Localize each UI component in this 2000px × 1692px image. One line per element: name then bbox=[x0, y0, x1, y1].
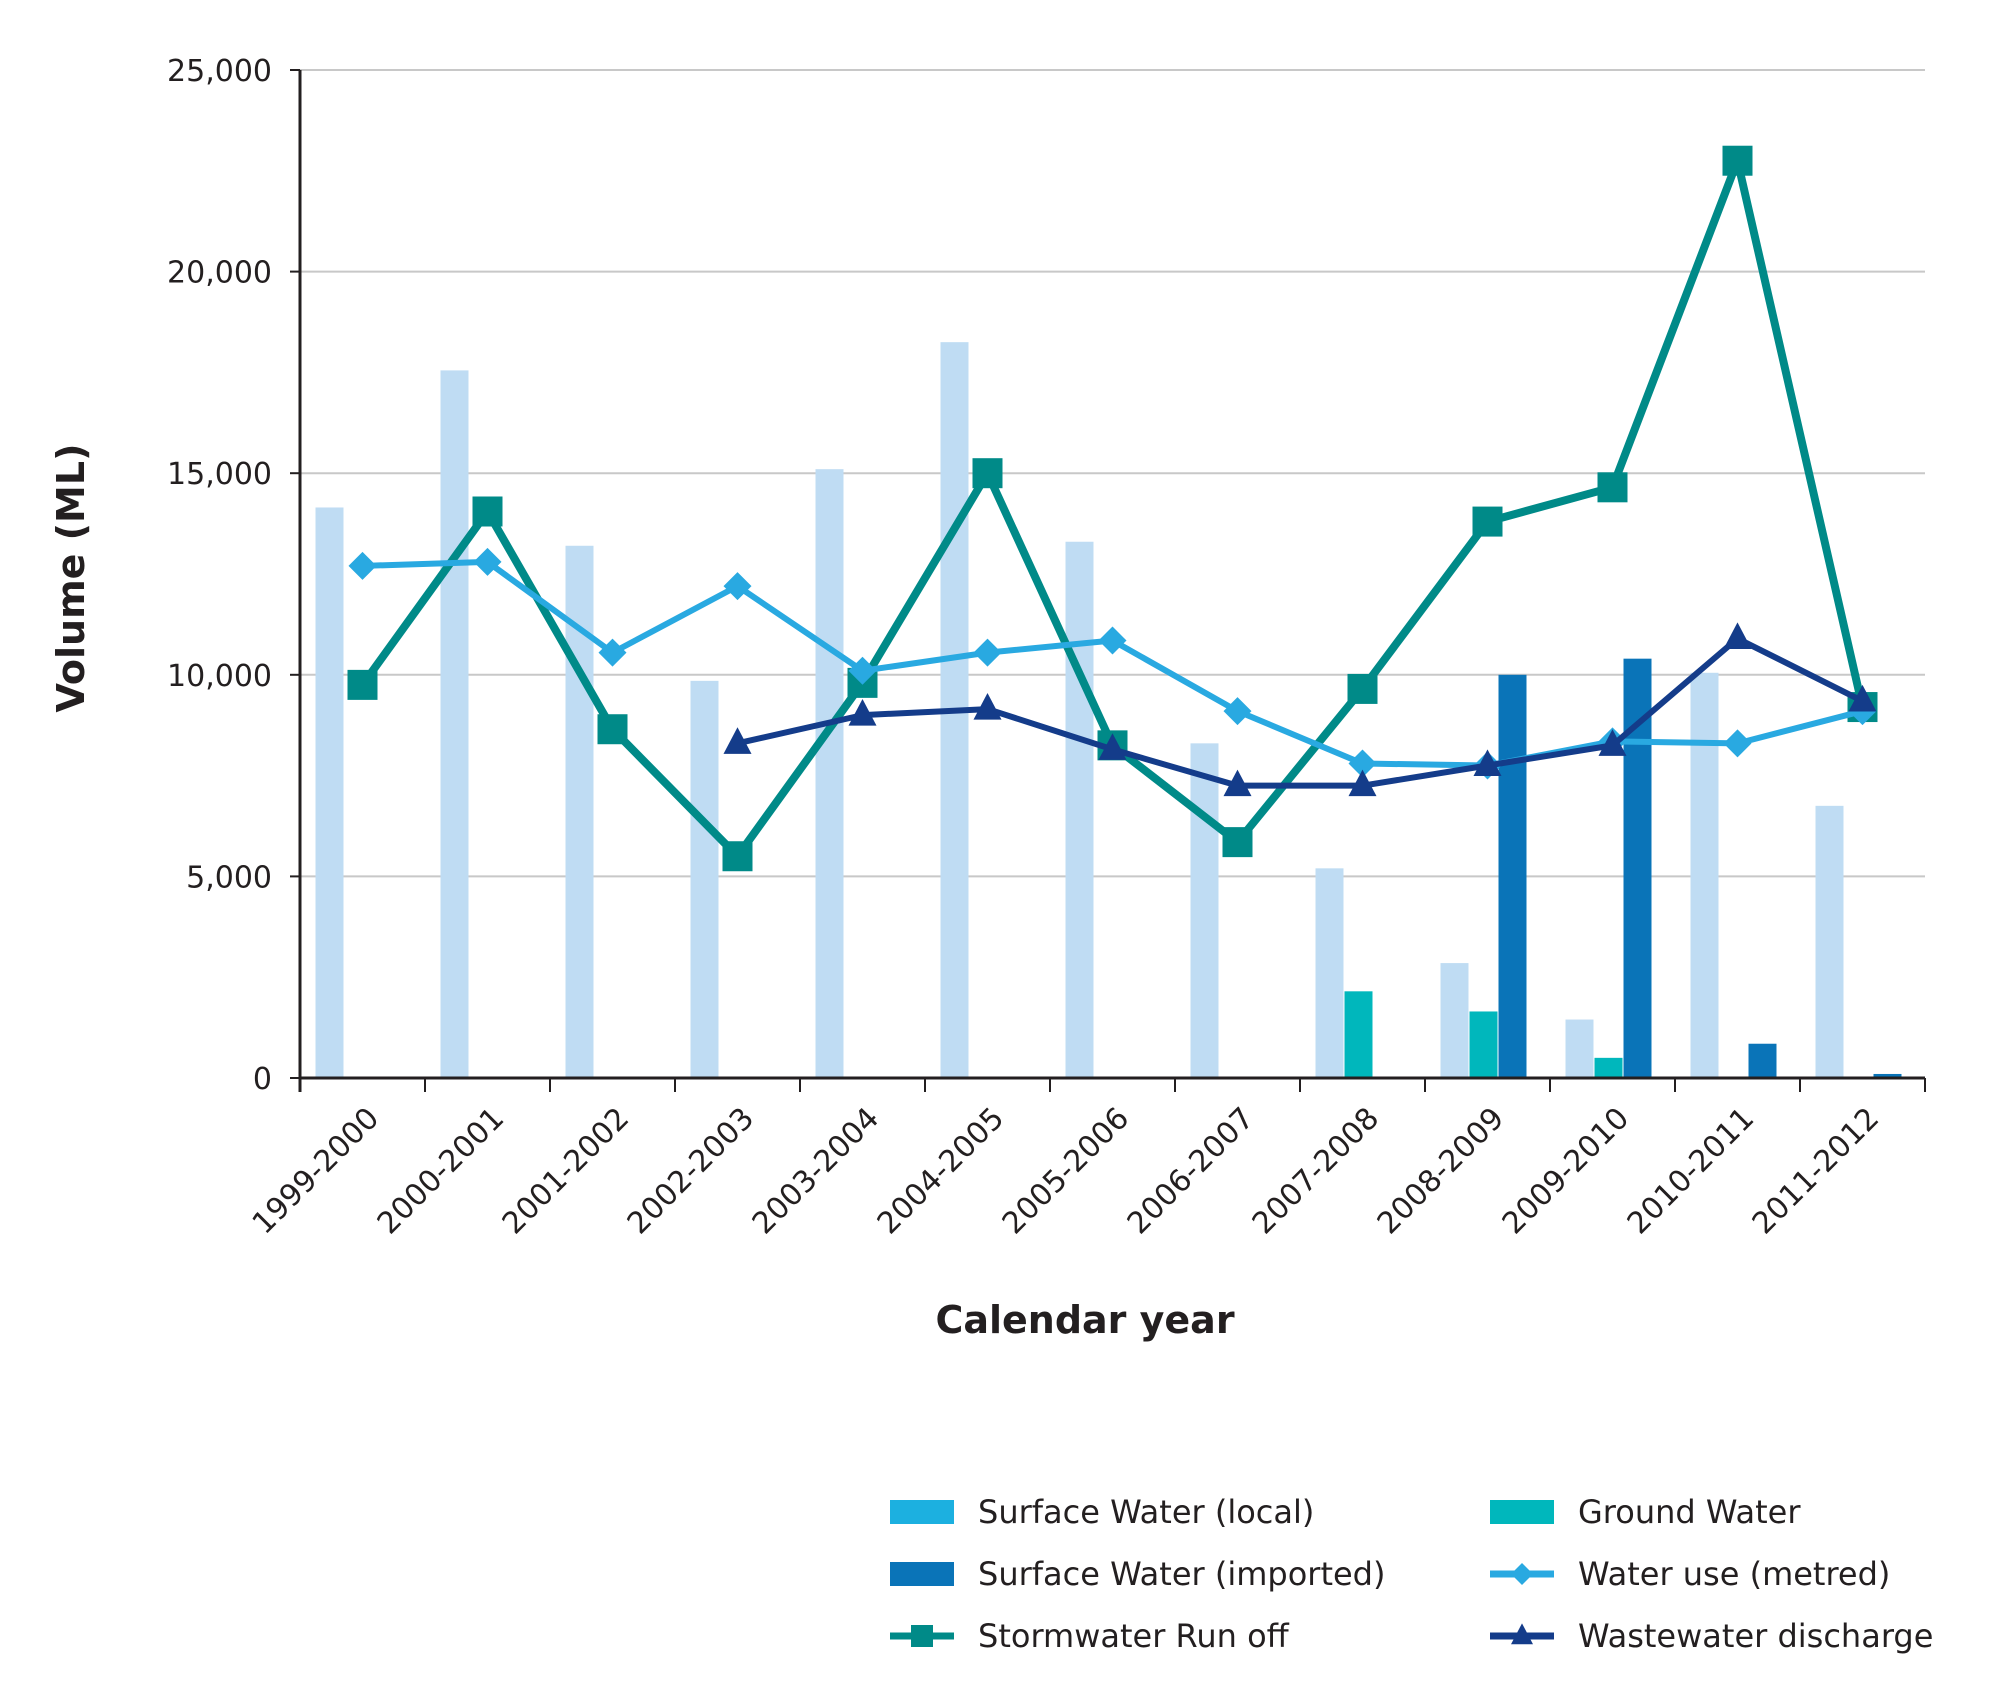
bar-surface-water-imported bbox=[1873, 1073, 1902, 1078]
legend-item-ground-water: Ground Water bbox=[1490, 1493, 1801, 1531]
bar-ground-water bbox=[1594, 1057, 1623, 1078]
x-tick-label: 2001-2002 bbox=[496, 1101, 636, 1241]
legend-label: Surface Water (local) bbox=[978, 1493, 1314, 1531]
point-wastewater-discharge bbox=[1098, 733, 1127, 760]
legend-item-surface-water-local: Surface Water (local) bbox=[890, 1493, 1314, 1531]
point-wastewater-discharge bbox=[1223, 769, 1252, 797]
legend-label: Water use (metred) bbox=[1578, 1555, 1890, 1593]
point-wastewater-discharge bbox=[1848, 684, 1877, 712]
legend: Surface Water (local) Surface Water (impo… bbox=[890, 1493, 1933, 1655]
point-stormwater-run-off bbox=[1472, 506, 1503, 537]
x-tick-label: 2009-2010 bbox=[1496, 1101, 1636, 1241]
legend-swatch bbox=[890, 1562, 954, 1586]
x-tick-label: 2008-2009 bbox=[1371, 1101, 1511, 1241]
bar-surface-water-local bbox=[690, 680, 719, 1078]
bar-surface-water-local bbox=[1815, 805, 1844, 1078]
bar-surface-water-local bbox=[1565, 1019, 1594, 1078]
point-water-use-metred bbox=[973, 638, 1002, 667]
x-tick-label: 2005-2006 bbox=[996, 1101, 1136, 1241]
legend-label: Surface Water (imported) bbox=[978, 1555, 1385, 1593]
bar-surface-water-local bbox=[1315, 868, 1344, 1078]
x-tick-label: 2007-2008 bbox=[1246, 1101, 1386, 1241]
x-tick-label: 2003-2004 bbox=[746, 1101, 886, 1241]
bar-ground-water bbox=[1344, 991, 1373, 1078]
bar-surface-water-local bbox=[815, 469, 844, 1079]
point-water-use-metred bbox=[848, 656, 877, 685]
point-stormwater-run-off bbox=[1597, 472, 1628, 503]
x-tick-label: 2006-2007 bbox=[1121, 1101, 1261, 1241]
bar-surface-water-local bbox=[1440, 963, 1469, 1078]
point-water-use-metred bbox=[473, 547, 502, 576]
point-water-use-metred bbox=[1723, 729, 1752, 758]
legend-item-stormwater-run-off: Stormwater Run off bbox=[890, 1617, 1290, 1655]
legend-marker bbox=[1511, 1623, 1533, 1645]
x-tick-label: 2010-2011 bbox=[1621, 1101, 1761, 1241]
point-stormwater-run-off bbox=[722, 841, 753, 872]
bar-surface-water-local bbox=[1065, 541, 1094, 1078]
y-tick-label: 10,000 bbox=[167, 659, 272, 694]
legend-label: Wastewater discharge bbox=[1578, 1617, 1933, 1655]
bar-surface-water-local bbox=[440, 370, 469, 1078]
x-tick-label: 2002-2003 bbox=[621, 1101, 761, 1241]
point-wastewater-discharge bbox=[1723, 622, 1752, 650]
point-stormwater-run-off bbox=[1722, 145, 1753, 176]
axes bbox=[298, 70, 1926, 1092]
x-tick-label: 2011-2012 bbox=[1746, 1101, 1886, 1241]
bar-ground-water bbox=[1469, 1011, 1498, 1078]
point-wastewater-discharge bbox=[1348, 769, 1377, 797]
bar-surface-water-local bbox=[1690, 672, 1719, 1078]
legend-label: Stormwater Run off bbox=[978, 1617, 1290, 1655]
x-tick-label: 2000-2001 bbox=[371, 1101, 511, 1241]
bar-surface-water-local bbox=[1190, 743, 1219, 1078]
lines bbox=[347, 145, 1878, 872]
point-stormwater-run-off bbox=[1347, 673, 1378, 704]
bar-surface-water-imported bbox=[1748, 1043, 1777, 1078]
legend-marker bbox=[911, 1625, 933, 1647]
point-water-use-metred bbox=[598, 638, 627, 667]
y-tick-label: 25,000 bbox=[167, 54, 272, 89]
y-tick-label: 15,000 bbox=[167, 457, 272, 492]
point-stormwater-run-off bbox=[472, 496, 503, 527]
x-tick-label: 2004-2005 bbox=[871, 1101, 1011, 1241]
point-water-use-metred bbox=[1348, 749, 1377, 778]
point-stormwater-run-off bbox=[597, 714, 628, 745]
y-tick-label: 20,000 bbox=[167, 256, 272, 291]
bar-surface-water-local bbox=[315, 507, 344, 1078]
y-tick-label: 0 bbox=[253, 1062, 272, 1097]
legend-item-water-use-metred: Water use (metred) bbox=[1490, 1555, 1890, 1593]
line-wastewater-discharge bbox=[736, 635, 1864, 789]
point-stormwater-run-off bbox=[972, 458, 1003, 489]
y-tick-label: 5,000 bbox=[186, 860, 272, 895]
point-water-use-metred bbox=[723, 572, 752, 601]
point-stormwater-run-off bbox=[347, 669, 378, 700]
bars bbox=[315, 342, 1902, 1079]
legend-swatch bbox=[890, 1500, 954, 1524]
point-water-use-metred bbox=[1098, 626, 1127, 655]
point-wastewater-discharge bbox=[973, 692, 1002, 720]
legend-marker bbox=[1511, 1563, 1533, 1585]
point-wastewater-discharge bbox=[848, 699, 877, 726]
legend-item-wastewater-discharge: Wastewater discharge bbox=[1490, 1617, 1933, 1655]
y-axis-title: Volume (ML) bbox=[49, 444, 93, 713]
point-water-use-metred bbox=[348, 551, 377, 580]
gridlines bbox=[290, 69, 1925, 1079]
legend-swatch bbox=[1490, 1500, 1554, 1524]
point-wastewater-discharge bbox=[723, 727, 752, 754]
point-water-use-metred bbox=[1223, 697, 1252, 726]
legend-item-surface-water-imported: Surface Water (imported) bbox=[890, 1555, 1385, 1593]
legend-label: Ground Water bbox=[1578, 1493, 1801, 1531]
x-axis-title: Calendar year bbox=[935, 1298, 1234, 1342]
point-wastewater-discharge bbox=[1473, 749, 1502, 777]
point-stormwater-run-off bbox=[1222, 827, 1253, 858]
point-wastewater-discharge bbox=[1598, 729, 1627, 756]
x-tick-label: 1999-2000 bbox=[246, 1101, 386, 1241]
bar-surface-water-imported bbox=[1498, 674, 1527, 1078]
